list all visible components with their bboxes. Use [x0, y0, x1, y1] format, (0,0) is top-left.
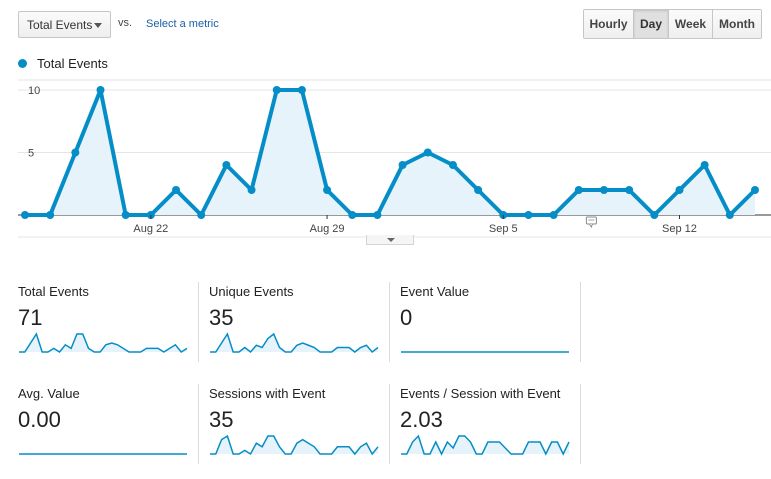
- data-point[interactable]: [247, 186, 256, 194]
- scorecard-value: 35: [209, 305, 234, 330]
- scorecard-event-value: Event Value 0: [400, 284, 580, 364]
- data-point[interactable]: [21, 211, 29, 219]
- day-button[interactable]: Day: [634, 10, 669, 38]
- scorecard-sessions-with-event: Sessions with Event 35: [209, 386, 389, 466]
- chart-legend: Total Events: [18, 56, 108, 71]
- data-point[interactable]: [398, 161, 407, 169]
- series-line: [25, 88, 757, 217]
- data-point[interactable]: [625, 186, 634, 194]
- scorecard-value: 2.03: [400, 407, 443, 432]
- data-point[interactable]: [197, 211, 206, 219]
- scorecard-value: 0: [400, 305, 413, 330]
- scorecard-title: Avg. Value: [18, 386, 80, 401]
- data-point[interactable]: [348, 211, 357, 219]
- sparkline-line: [401, 434, 570, 456]
- data-point[interactable]: [373, 211, 382, 219]
- sparkline-area: [401, 436, 569, 454]
- select-metric-link[interactable]: Select a metric: [146, 18, 219, 30]
- x-tick-label: Sep 5: [489, 223, 518, 235]
- y-tick-label: 5: [28, 148, 34, 160]
- x-tick-label: Aug 22: [133, 223, 168, 235]
- chevron-down-icon: [387, 238, 395, 242]
- divider: [198, 384, 199, 464]
- granularity-toggle: Hourly Day Week Month: [583, 9, 762, 39]
- scorecard-title: Event Value: [400, 284, 470, 299]
- sparkline: [19, 332, 188, 353]
- scorecard-avg-value: Avg. Value 0.00: [18, 386, 198, 466]
- data-point[interactable]: [121, 211, 130, 219]
- data-point[interactable]: [751, 186, 759, 194]
- y-tick-label: 10: [28, 85, 40, 97]
- line-chart: 10 5 Aug 22 Aug 29 Sep 5 Sep 12: [18, 79, 771, 238]
- data-point[interactable]: [599, 186, 608, 194]
- scorecard-events-per-session: Events / Session with Event 2.03: [400, 386, 580, 466]
- scorecard-title: Sessions with Event: [209, 386, 326, 401]
- data-point[interactable]: [423, 148, 432, 157]
- sparkline: [210, 434, 379, 456]
- sparkline: [401, 351, 569, 353]
- scorecard-value: 71: [18, 305, 43, 330]
- chevron-down-icon: [94, 23, 102, 28]
- scorecard-title: Unique Events: [209, 284, 294, 299]
- sparkline: [210, 332, 379, 354]
- data-point[interactable]: [448, 161, 457, 169]
- data-point[interactable]: [474, 186, 483, 194]
- vs-label: vs.: [118, 17, 133, 29]
- scorecard-total-events: Total Events 71: [18, 284, 198, 364]
- data-point[interactable]: [524, 211, 533, 219]
- sparkline: [19, 453, 187, 455]
- data-point[interactable]: [549, 211, 558, 219]
- data-point[interactable]: [675, 186, 684, 194]
- data-point[interactable]: [96, 86, 105, 94]
- data-point[interactable]: [323, 186, 332, 194]
- scorecard-title: Total Events: [18, 284, 89, 299]
- x-tick-label: Sep 12: [662, 223, 697, 235]
- sparkline-line: [19, 332, 188, 353]
- metric-dropdown-label: Total Events: [27, 17, 93, 32]
- data-point[interactable]: [574, 186, 583, 194]
- data-point[interactable]: [272, 86, 281, 94]
- scorecard-value: 35: [209, 407, 234, 432]
- x-tick-label: Aug 29: [310, 223, 345, 235]
- metric-dropdown[interactable]: Total Events: [18, 11, 111, 38]
- annotation-icon[interactable]: [585, 216, 597, 229]
- divider: [580, 384, 581, 464]
- sparkline: [401, 434, 570, 456]
- data-point[interactable]: [297, 86, 306, 94]
- week-button[interactable]: Week: [669, 10, 713, 38]
- data-point[interactable]: [172, 186, 181, 194]
- sparkline-line: [210, 434, 379, 456]
- scorecard-title: Events / Session with Event: [400, 386, 561, 401]
- divider: [198, 282, 199, 362]
- data-point[interactable]: [46, 211, 55, 219]
- divider: [389, 384, 390, 464]
- month-button[interactable]: Month: [713, 10, 761, 38]
- data-point[interactable]: [650, 211, 659, 219]
- sparkline-line: [210, 332, 379, 354]
- data-point[interactable]: [222, 161, 231, 169]
- legend-label: Total Events: [37, 56, 108, 71]
- data-point[interactable]: [700, 161, 709, 169]
- divider: [389, 282, 390, 362]
- scorecard-unique-events: Unique Events 35: [209, 284, 389, 364]
- chart-collapse-handle[interactable]: [366, 235, 414, 245]
- legend-dot: [18, 59, 27, 68]
- divider: [580, 282, 581, 362]
- data-point[interactable]: [71, 148, 80, 157]
- scorecard-value: 0.00: [18, 407, 61, 432]
- hourly-button[interactable]: Hourly: [584, 10, 634, 38]
- data-point[interactable]: [725, 211, 734, 219]
